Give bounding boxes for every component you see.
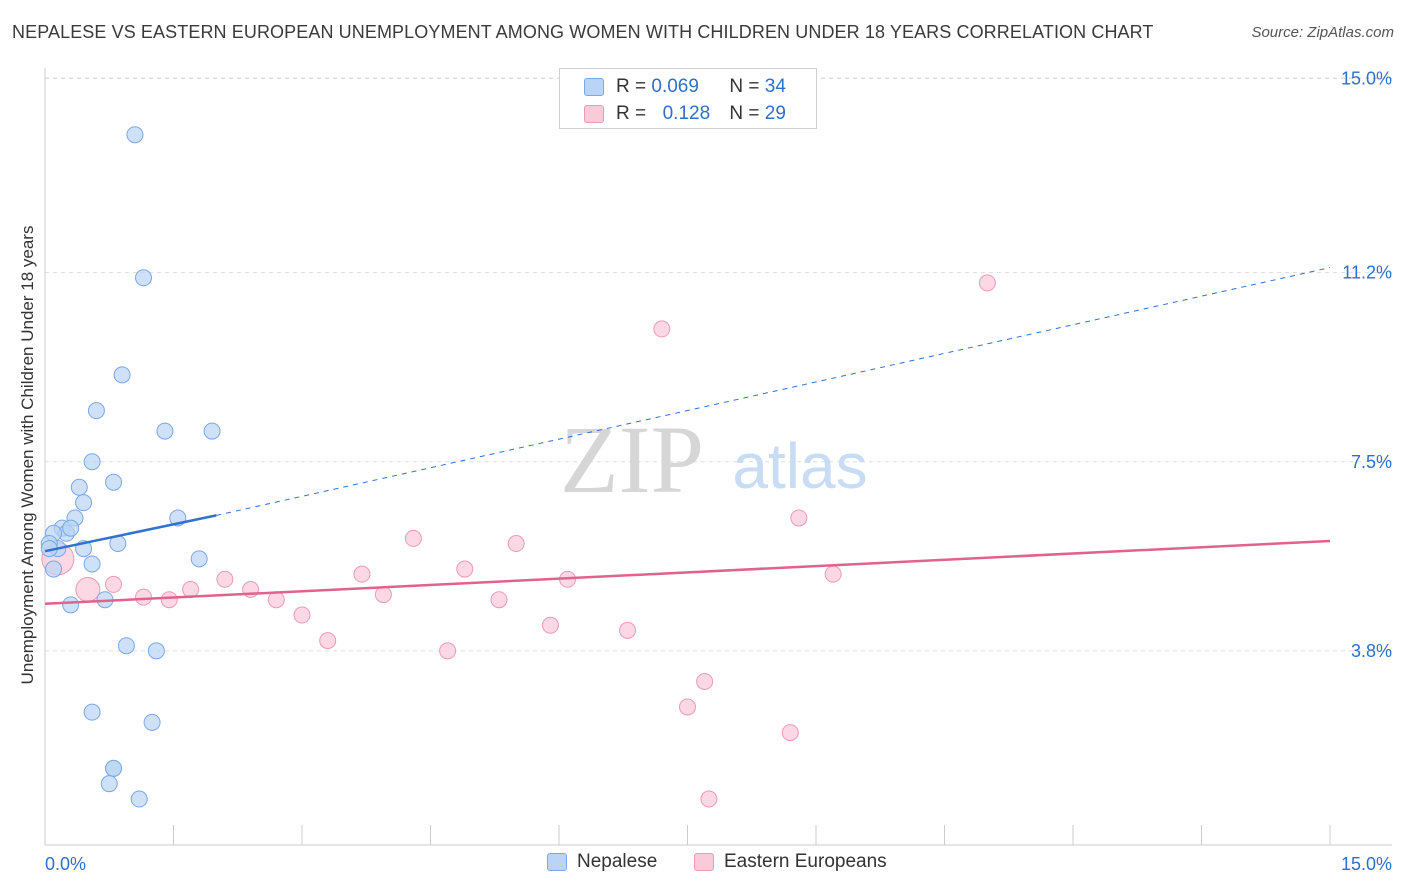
- data-point-nepalese: [126, 126, 144, 144]
- data-point-eastern-europeans: [541, 616, 559, 634]
- data-point-eastern-europeans: [353, 565, 371, 583]
- data-point-eastern-europeans: [293, 606, 311, 624]
- data-point-nepalese: [83, 555, 101, 573]
- data-point-eastern-europeans: [619, 621, 637, 639]
- data-point-eastern-europeans: [790, 509, 808, 527]
- legend-row-nepalese: R = 0.069 N = 34: [584, 75, 786, 99]
- data-point-nepalese: [70, 478, 88, 496]
- y-tick-label: 11.2%: [1342, 263, 1392, 283]
- data-point-eastern-europeans: [75, 577, 101, 602]
- legend-n-label: N =: [729, 103, 760, 124]
- data-point-eastern-europeans: [319, 632, 337, 650]
- legend-r-label: R =: [616, 103, 647, 124]
- legend-swatch-pink: [584, 105, 604, 123]
- data-point-nepalese: [105, 759, 123, 777]
- legend-r-value: 0.128: [662, 103, 711, 124]
- data-point-nepalese: [87, 402, 105, 420]
- legend-swatch-blue: [547, 853, 567, 871]
- legend-n-label: N =: [729, 76, 760, 97]
- data-point-eastern-europeans: [679, 698, 696, 716]
- eastern-europeans-points: [41, 274, 996, 808]
- legend-n-value: 34: [764, 76, 786, 97]
- data-point-eastern-europeans: [160, 591, 178, 609]
- data-point-nepalese: [203, 422, 221, 440]
- legend-label-eastern-europeans: Eastern Europeans: [724, 851, 887, 872]
- y-tick-label: 7.5%: [1351, 452, 1392, 472]
- trend-line-nepalese-extended: [216, 267, 1331, 516]
- data-point-nepalese: [130, 790, 148, 808]
- data-point-nepalese: [62, 519, 80, 537]
- data-point-nepalese: [113, 366, 131, 384]
- data-point-eastern-europeans: [700, 790, 718, 808]
- data-point-eastern-europeans: [182, 581, 200, 598]
- data-point-nepalese: [75, 494, 93, 512]
- nepalese-points: [40, 126, 221, 808]
- legend-swatch-blue: [584, 78, 604, 96]
- tick-labels: 3.8% 7.5% 11.2% 15.0% 0.0% 15.0%: [45, 69, 1392, 875]
- data-point-nepalese: [83, 453, 101, 471]
- data-point-eastern-europeans: [978, 274, 996, 292]
- data-point-eastern-europeans: [135, 588, 153, 606]
- data-point-eastern-europeans: [267, 591, 285, 609]
- data-point-nepalese: [147, 642, 165, 660]
- data-point-nepalese: [156, 422, 174, 440]
- legend-row-eastern-europeans: R = 0.128 N = 29: [584, 102, 786, 126]
- data-point-eastern-europeans: [404, 529, 422, 547]
- trend-line-nepalese: [44, 514, 217, 553]
- x-tick-label: 0.0%: [45, 854, 86, 874]
- data-point-eastern-europeans: [653, 320, 671, 338]
- data-point-eastern-europeans: [490, 591, 508, 609]
- watermark-atlas: atlas: [732, 430, 867, 502]
- data-point-nepalese: [143, 713, 161, 731]
- data-point-eastern-europeans: [781, 724, 799, 742]
- data-point-nepalese: [45, 560, 63, 578]
- data-point-eastern-europeans: [824, 565, 842, 583]
- data-point-nepalese: [105, 473, 123, 491]
- data-point-nepalese: [83, 703, 101, 721]
- correlation-legend: R = 0.069 N = 34 R = 0.128 N = 29: [559, 68, 817, 129]
- legend-label-nepalese: Nepalese: [577, 851, 658, 872]
- trend-lines: [44, 267, 1331, 606]
- y-tick-label: 3.8%: [1351, 641, 1392, 661]
- legend-r-value: 0.069: [651, 76, 699, 97]
- grid-lines: [45, 77, 1392, 652]
- y-tick-label: 15.0%: [1341, 69, 1392, 89]
- data-point-nepalese: [100, 775, 118, 793]
- data-point-eastern-europeans: [439, 642, 457, 660]
- axes: [44, 68, 1392, 846]
- data-point-nepalese: [135, 269, 153, 287]
- x-tick-label: 15.0%: [1341, 854, 1392, 874]
- bottom-legend-nepalese[interactable]: Nepalese: [547, 851, 657, 873]
- chart-title: NEPALESE VS EASTERN EUROPEAN UNEMPLOYMEN…: [12, 22, 1154, 42]
- y-axis-label: Unemployment Among Women with Children U…: [18, 225, 37, 685]
- trend-line-eastern-europeans: [44, 539, 1331, 606]
- data-point-eastern-europeans: [507, 535, 525, 553]
- data-point-nepalese: [117, 637, 135, 655]
- data-point-eastern-europeans: [696, 672, 714, 690]
- legend-swatch-pink: [694, 853, 714, 871]
- watermark-zip: ZIP: [560, 406, 704, 513]
- data-point-eastern-europeans: [374, 586, 392, 604]
- data-point-eastern-europeans: [105, 575, 123, 593]
- source-label: Source: ZipAtlas.com: [1251, 24, 1394, 41]
- bottom-legend-eastern-europeans[interactable]: Eastern Europeans: [694, 851, 887, 873]
- legend-r-label: R =: [616, 76, 647, 97]
- data-point-nepalese: [190, 550, 208, 568]
- data-point-nepalese: [62, 596, 80, 614]
- legend-n-value: 29: [764, 103, 786, 124]
- data-point-eastern-europeans: [216, 570, 234, 588]
- data-point-eastern-europeans: [456, 560, 474, 578]
